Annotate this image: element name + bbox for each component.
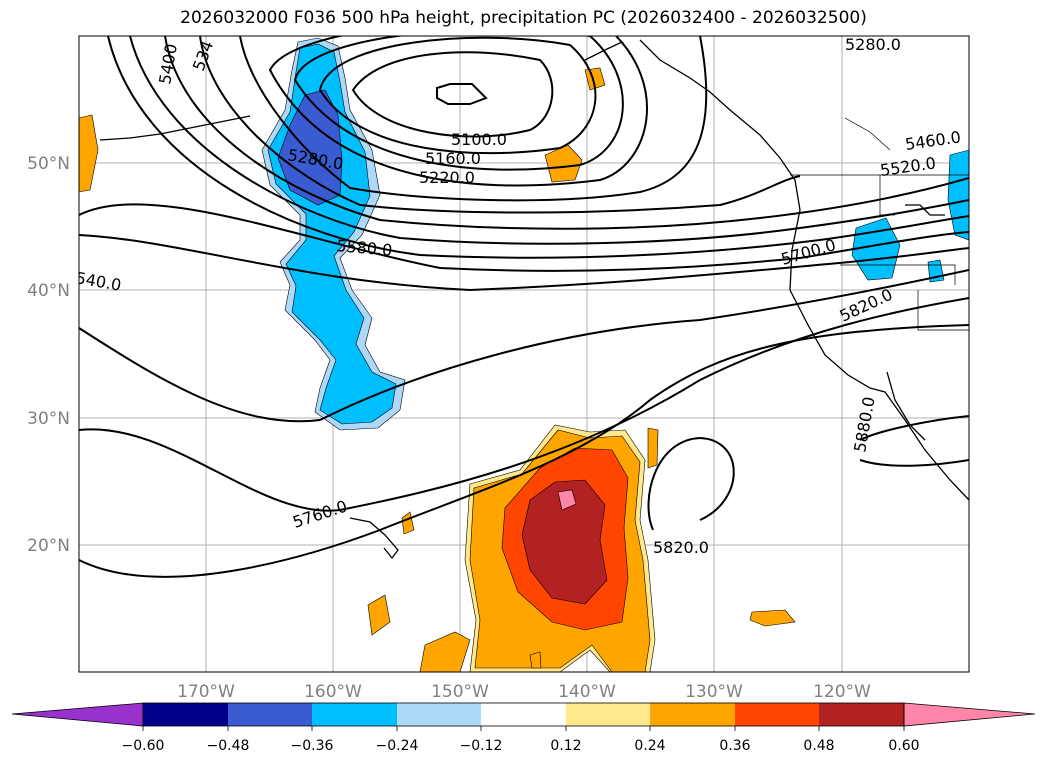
longitude-labels: 170°W 160°W 150°W 140°W 130°W 120°W — [177, 682, 871, 702]
colorbar-tick-label: −0.36 — [291, 738, 334, 754]
negative-precip-shading — [261, 37, 969, 431]
colorbar-segment — [735, 703, 819, 726]
lat-label-50: 50°N — [27, 154, 70, 174]
colorbar-tick-label: 0.60 — [888, 738, 919, 754]
lat-label-20: 20°N — [27, 536, 70, 556]
colorbar-tick-label: −0.60 — [122, 738, 165, 754]
colorbar-tick-label: 0.48 — [803, 738, 834, 754]
contour-label-5220: 5220.0 — [419, 168, 475, 187]
colorbar-segment — [566, 703, 650, 726]
map-frame — [78, 35, 970, 673]
colorbar: −0.60 −0.48 −0.36 −0.24 −0.12 0.12 0.24 … — [11, 702, 1036, 754]
colorbar-frame — [142, 702, 905, 727]
colorbar-extend-min — [11, 702, 144, 727]
coastlines — [99, 39, 969, 560]
lat-label-40: 40°N — [27, 281, 70, 301]
positive-precip-shading — [79, 67, 796, 672]
state-borders — [790, 117, 969, 331]
map-title: 2026032000 F036 500 hPa height, precipit… — [180, 8, 867, 28]
contour-label-5100: 5100.0 — [451, 130, 507, 149]
lon-label-140w: 140°W — [558, 682, 616, 702]
height-contours — [79, 36, 969, 578]
colorbar-segment — [650, 703, 735, 726]
lon-label-160w: 160°W — [304, 682, 362, 702]
colorbar-tick-label: −0.12 — [460, 738, 503, 754]
contour-label-5580: 5580.0 — [336, 236, 393, 260]
colorbar-segment — [312, 703, 397, 726]
colorbar-segment — [819, 703, 904, 726]
lat-label-30: 30°N — [27, 409, 70, 429]
contour-label-5820-south: 5820.0 — [653, 538, 709, 557]
colorbar-tick-label: −0.48 — [207, 738, 250, 754]
colorbar-tick-label: 0.36 — [719, 738, 750, 754]
contour-label-5160: 5160.0 — [425, 149, 481, 168]
lon-label-150w: 150°W — [431, 682, 489, 702]
latitude-labels: 20°N 30°N 40°N 50°N — [27, 154, 70, 556]
colorbar-segment — [397, 703, 481, 726]
colorbar-segment — [143, 703, 228, 726]
colorbar-segment — [481, 703, 566, 726]
contour-label-5280-north: 5280.0 — [845, 35, 901, 54]
colorbar-extend-max — [903, 702, 1036, 727]
lon-label-170w: 170°W — [177, 682, 235, 702]
colorbar-tick-label: −0.24 — [376, 738, 419, 754]
colorbar-segment — [228, 703, 312, 726]
lon-label-130w: 130°W — [685, 682, 743, 702]
colorbar-tick-label: 0.24 — [634, 738, 665, 754]
lon-label-120w: 120°W — [813, 682, 871, 702]
colorbar-tick-label: 0.12 — [550, 738, 581, 754]
